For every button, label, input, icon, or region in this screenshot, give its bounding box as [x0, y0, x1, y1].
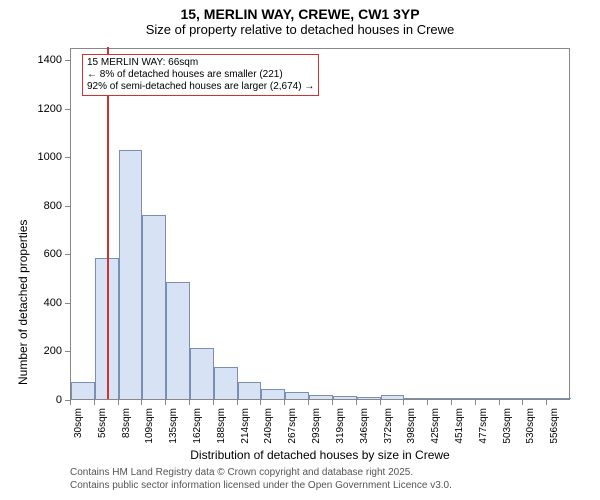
x-tick-label: 556sqm — [549, 408, 560, 444]
histogram-bar — [500, 398, 524, 399]
histogram-bar — [476, 398, 500, 399]
y-tick-label: 0 — [0, 394, 62, 406]
plot-area — [70, 48, 570, 400]
annotation-line3: 92% of semi-detached houses are larger (… — [87, 81, 314, 93]
y-tick-label: 400 — [0, 297, 62, 309]
marker-line — [107, 47, 109, 399]
x-tick-label: 240sqm — [263, 408, 274, 444]
footer: Contains HM Land Registry data © Crown c… — [70, 467, 452, 492]
x-tick-label: 56sqm — [97, 408, 108, 438]
histogram-bar — [119, 150, 143, 399]
histogram-bar — [166, 282, 190, 399]
histogram-bar — [71, 382, 95, 399]
x-tick-label: 346sqm — [359, 408, 370, 444]
x-tick-label: 135sqm — [168, 408, 179, 444]
x-tick-label: 267sqm — [287, 408, 298, 444]
histogram-bar — [547, 398, 571, 399]
histogram-bar — [357, 397, 381, 399]
x-tick-label: 319sqm — [335, 408, 346, 444]
x-tick-label: 398sqm — [406, 408, 417, 444]
x-tick-label: 214sqm — [240, 408, 251, 444]
histogram-bar — [333, 396, 357, 399]
histogram-bar — [452, 398, 476, 399]
histogram-bar — [381, 395, 405, 399]
histogram-bar — [523, 398, 547, 399]
annotation-line2: ← 8% of detached houses are smaller (221… — [87, 69, 314, 81]
footer-line2: Contains public sector information licen… — [70, 480, 452, 493]
histogram-bar — [404, 398, 428, 399]
histogram-bar — [261, 389, 285, 399]
histogram-bar — [190, 348, 214, 399]
x-tick-label: 30sqm — [73, 408, 84, 438]
x-tick-label: 83sqm — [121, 408, 132, 438]
title-block: 15, MERLIN WAY, CREWE, CW1 3YP Size of p… — [0, 0, 600, 37]
histogram-bar — [285, 392, 309, 399]
y-tick-label: 1200 — [0, 103, 62, 115]
title-line1: 15, MERLIN WAY, CREWE, CW1 3YP — [0, 6, 600, 22]
x-tick-label: 162sqm — [192, 408, 203, 444]
x-tick-label: 530sqm — [525, 408, 536, 444]
x-tick-label: 188sqm — [216, 408, 227, 444]
histogram-bar — [142, 215, 166, 399]
y-tick-label: 800 — [0, 200, 62, 212]
histogram-bar — [428, 398, 452, 399]
annotation-box: 15 MERLIN WAY: 66sqm ← 8% of detached ho… — [82, 54, 319, 96]
annotation-line1: 15 MERLIN WAY: 66sqm — [87, 57, 314, 69]
y-tick-label: 600 — [0, 248, 62, 260]
footer-line1: Contains HM Land Registry data © Crown c… — [70, 467, 452, 480]
x-tick-label: 425sqm — [430, 408, 441, 444]
x-tick-label: 293sqm — [311, 408, 322, 444]
x-tick-label: 503sqm — [502, 408, 513, 444]
title-line2: Size of property relative to detached ho… — [0, 22, 600, 37]
y-tick-label: 200 — [0, 345, 62, 357]
x-tick-label: 109sqm — [144, 408, 155, 444]
histogram-bar — [309, 395, 333, 399]
histogram-bar — [238, 382, 262, 399]
chart-container: 15, MERLIN WAY, CREWE, CW1 3YP Size of p… — [0, 0, 600, 500]
y-tick-label: 1000 — [0, 151, 62, 163]
x-axis-label: Distribution of detached houses by size … — [70, 448, 570, 462]
x-tick-label: 451sqm — [454, 408, 465, 444]
histogram-bar — [214, 367, 238, 399]
x-tick-label: 477sqm — [478, 408, 489, 444]
x-tick-label: 372sqm — [383, 408, 394, 444]
y-tick-label: 1400 — [0, 54, 62, 66]
